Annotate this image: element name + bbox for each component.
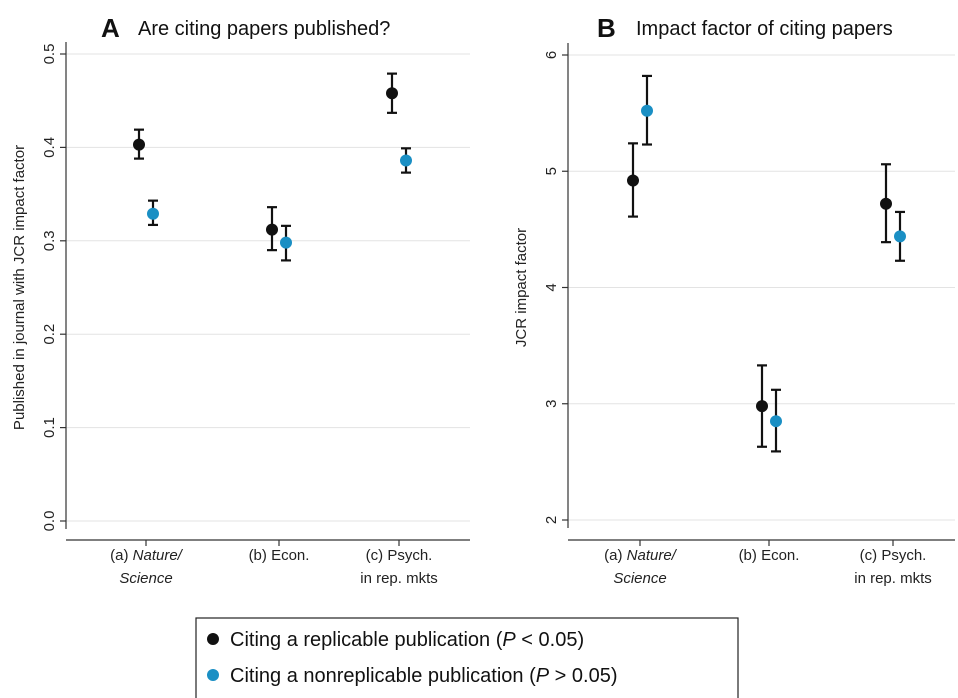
y-tick-label: 6 xyxy=(543,51,560,59)
x-tick-label-italic: Nature/ xyxy=(627,547,678,564)
y-tick-label: 0.1 xyxy=(41,417,58,438)
y-tick-label: 0.2 xyxy=(41,324,58,345)
data-point-nonreplicable xyxy=(147,207,159,220)
x-tick-label-text: (c) Psych. xyxy=(860,547,927,564)
legend-label-italic: P xyxy=(536,665,550,687)
y-tick-label: 0.4 xyxy=(41,137,58,158)
x-tick-label: (c) Psych. xyxy=(366,547,433,564)
data-point-replicable xyxy=(266,223,278,236)
data-point-nonreplicable xyxy=(400,154,412,167)
data-point-nonreplicable xyxy=(894,230,906,243)
legend-label-italic: P xyxy=(502,629,516,651)
x-tick-label-line2: Science xyxy=(119,570,172,587)
x-tick-label-text: (a) xyxy=(110,547,133,564)
data-point-replicable xyxy=(756,400,768,413)
y-tick-label: 0.0 xyxy=(41,511,58,532)
x-tick-label: (c) Psych. xyxy=(860,547,927,564)
data-point-nonreplicable xyxy=(770,415,782,428)
x-tick-label-text: (b) Econ. xyxy=(739,547,800,564)
legend-label-pre: Citing a nonreplicable publication ( xyxy=(230,665,536,687)
panel-a: A Are citing papers published? 0.0 0.1 0.2 0.… xyxy=(11,13,470,587)
legend-box xyxy=(195,617,739,698)
y-axis-label: Published in journal with JCR impact fac… xyxy=(11,145,28,430)
y-axis-label: JCR impact factor xyxy=(513,228,530,347)
y-tick-label: 4 xyxy=(543,283,560,291)
legend-label-pre: Citing a replicable publication ( xyxy=(230,629,503,651)
panel-letter: B xyxy=(597,13,616,43)
x-tick-label: (a) Nature/ xyxy=(604,547,678,564)
data-point-replicable xyxy=(627,174,639,187)
panel-letter: A xyxy=(101,13,120,43)
legend-marker-nonreplicable xyxy=(207,669,219,681)
x-tick-label-line2: in rep. mkts xyxy=(854,570,932,587)
panel-title: Are citing papers published? xyxy=(138,18,390,40)
x-tick-label: (b) Econ. xyxy=(249,547,310,564)
y-tick-label: 3 xyxy=(543,400,560,408)
x-tick-label-italic: Nature/ xyxy=(133,547,184,564)
legend-label: Citing a replicable publication (P < 0.0… xyxy=(230,629,584,651)
data-point-nonreplicable xyxy=(280,236,292,249)
data-point-nonreplicable xyxy=(641,104,653,117)
legend-label: Citing a nonreplicable publication (P > … xyxy=(230,665,617,687)
panel-title: Impact factor of citing papers xyxy=(636,18,893,40)
legend-marker-replicable xyxy=(207,633,219,645)
y-tick-label: 5 xyxy=(543,167,560,175)
x-tick-label-text: (c) Psych. xyxy=(366,547,433,564)
panel-b: B Impact factor of citing papers 2 3 4 5 6 JCR … xyxy=(513,13,955,587)
legend-label-post: > 0.05) xyxy=(549,665,617,687)
x-tick-label-text: (b) Econ. xyxy=(249,547,310,564)
y-tick-label: 0.3 xyxy=(41,230,58,251)
x-tick-label: (a) Nature/ xyxy=(110,547,184,564)
data-point-replicable xyxy=(386,87,398,100)
x-tick-label: (b) Econ. xyxy=(739,547,800,564)
x-tick-label-text: (a) xyxy=(604,547,627,564)
data-point-replicable xyxy=(880,197,892,210)
legend-label-post: < 0.05) xyxy=(516,629,584,651)
y-tick-label: 0.5 xyxy=(41,44,58,65)
data-point-replicable xyxy=(133,138,145,151)
x-tick-label-line2: Science xyxy=(613,570,666,587)
legend: Citing a replicable publication (P < 0.0… xyxy=(195,617,739,698)
x-tick-label-line2: in rep. mkts xyxy=(360,570,438,587)
y-tick-label: 2 xyxy=(543,516,560,524)
